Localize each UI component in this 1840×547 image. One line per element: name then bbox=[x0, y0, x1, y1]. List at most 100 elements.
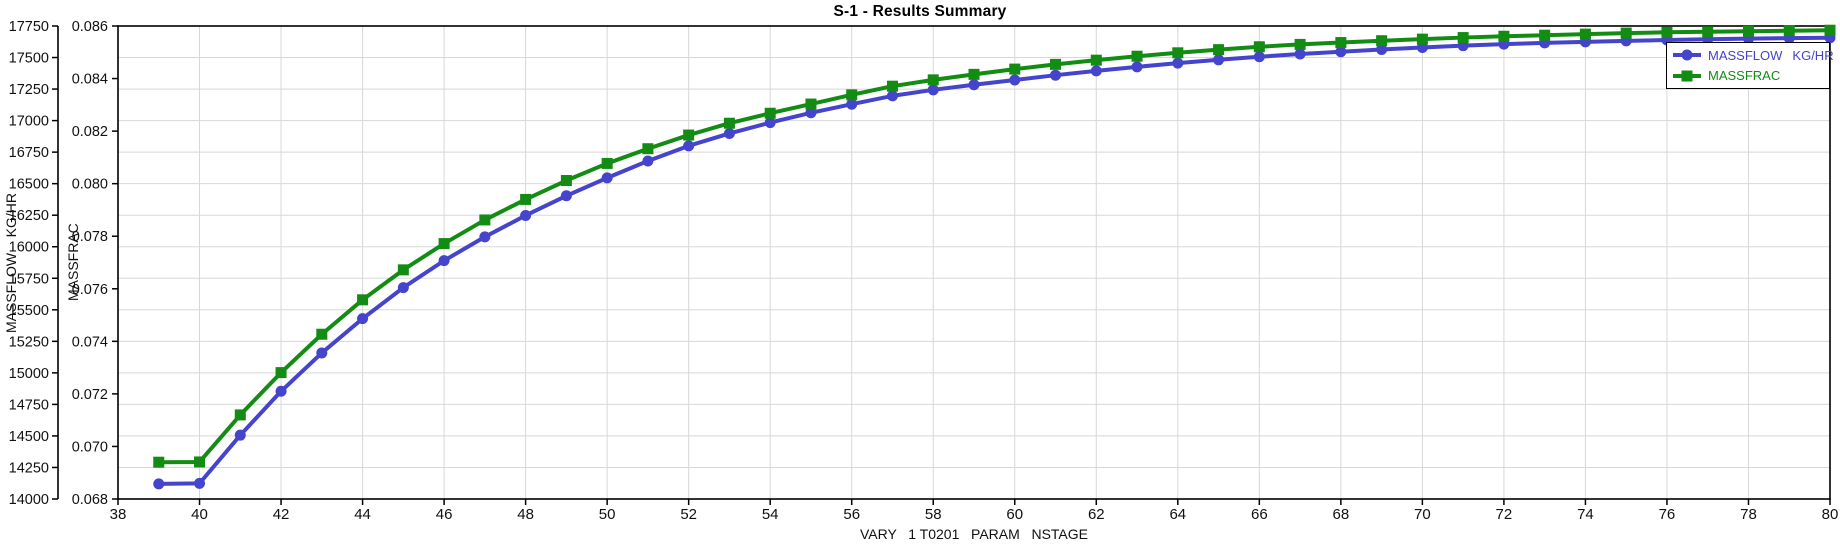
data-point-massfrac bbox=[723, 117, 735, 129]
data-point-massfrac bbox=[1498, 30, 1510, 42]
data-point-massfrac bbox=[1579, 28, 1591, 40]
massflow-tick-label: 17750 bbox=[9, 19, 49, 35]
data-point-massflow bbox=[1172, 57, 1184, 69]
data-point-massfrac bbox=[153, 456, 165, 468]
data-point-massfrac bbox=[438, 238, 450, 250]
x-tick-label: 80 bbox=[1822, 506, 1839, 523]
data-point-massfrac bbox=[1294, 38, 1306, 50]
data-point-massflow bbox=[479, 231, 491, 243]
data-point-massfrac bbox=[357, 294, 369, 306]
data-point-massfrac bbox=[479, 214, 491, 226]
data-point-massfrac bbox=[1213, 44, 1225, 56]
data-point-massfrac bbox=[1783, 25, 1795, 37]
legend-item-massflow: MASSFLOW KG/HR bbox=[1672, 48, 1834, 63]
x-tick-label: 46 bbox=[436, 506, 453, 523]
data-point-massflow bbox=[805, 107, 817, 119]
x-tick-label: 38 bbox=[110, 506, 127, 523]
data-point-massflow bbox=[927, 84, 939, 96]
data-point-massfrac bbox=[805, 98, 817, 110]
data-point-massfrac bbox=[1090, 54, 1102, 66]
y-axis-title-massflow: MASSFLOW KG/HR bbox=[3, 192, 19, 333]
data-point-massfrac bbox=[194, 456, 206, 468]
data-point-massflow bbox=[968, 79, 980, 91]
data-point-massfrac bbox=[1131, 50, 1143, 62]
data-point-massfrac bbox=[1376, 35, 1388, 47]
data-point-massfrac bbox=[1335, 37, 1347, 49]
data-point-massflow bbox=[234, 429, 246, 441]
data-point-massfrac bbox=[397, 264, 409, 276]
data-point-massfrac bbox=[1702, 26, 1714, 38]
massflow-tick-label: 16000 bbox=[9, 240, 49, 256]
x-tick-label: 68 bbox=[1333, 506, 1350, 523]
legend: MASSFLOW KG/HR MASSFRAC bbox=[1666, 42, 1834, 89]
x-tick-label: 62 bbox=[1088, 506, 1105, 523]
data-point-massflow bbox=[1213, 54, 1225, 66]
data-point-massflow bbox=[1416, 41, 1428, 53]
data-point-massflow bbox=[520, 209, 532, 221]
x-tick-label: 72 bbox=[1496, 506, 1513, 523]
massflow-tick-label: 16750 bbox=[9, 145, 49, 161]
series-line-massfrac bbox=[156, 28, 1832, 465]
chart-title: S-1 - Results Summary bbox=[833, 3, 1007, 20]
x-tick-label: 40 bbox=[191, 506, 208, 523]
data-point-massflow bbox=[601, 172, 613, 184]
massfrac-tick-label: 0.074 bbox=[72, 334, 108, 350]
data-point-massfrac bbox=[316, 328, 328, 340]
series-line-massflow bbox=[156, 35, 1832, 486]
data-point-massflow bbox=[438, 255, 450, 267]
data-point-massflow bbox=[886, 90, 898, 102]
data-point-massfrac bbox=[234, 409, 246, 421]
data-point-massfrac bbox=[1457, 32, 1469, 44]
data-point-massflow bbox=[723, 127, 735, 139]
massfrac-tick-label: 0.070 bbox=[72, 439, 108, 455]
massflow-tick-label: 16500 bbox=[9, 177, 49, 193]
massflow-tick-label: 17500 bbox=[9, 51, 49, 67]
x-tick-label: 76 bbox=[1659, 506, 1676, 523]
data-point-massflow bbox=[153, 478, 165, 490]
x-axis-title: VARY 1 T0201 PARAM NSTAGE bbox=[860, 526, 1088, 542]
data-point-massfrac bbox=[560, 175, 572, 187]
data-point-massflow bbox=[846, 98, 858, 110]
data-point-massflow bbox=[683, 140, 695, 152]
data-point-massfrac bbox=[1009, 63, 1021, 75]
x-tick-label: 66 bbox=[1251, 506, 1268, 523]
massflow-tick-label: 15250 bbox=[9, 334, 49, 350]
data-point-massflow bbox=[194, 477, 206, 489]
data-point-massfrac bbox=[275, 367, 287, 379]
data-point-massfrac bbox=[764, 107, 776, 119]
data-point-massflow bbox=[275, 385, 287, 397]
massflow-tick-label: 16250 bbox=[9, 208, 49, 224]
data-point-massflow bbox=[1253, 51, 1265, 63]
data-point-massfrac bbox=[886, 80, 898, 92]
x-tick-label: 58 bbox=[925, 506, 942, 523]
data-point-massfrac bbox=[683, 129, 695, 141]
massflow-tick-label: 17250 bbox=[9, 82, 49, 98]
x-tick-label: 74 bbox=[1577, 506, 1594, 523]
massflow-tick-label: 14500 bbox=[9, 429, 49, 445]
massfrac-tick-label: 0.068 bbox=[72, 492, 108, 508]
x-tick-label: 50 bbox=[599, 506, 616, 523]
massfrac-tick-label: 0.080 bbox=[72, 177, 108, 193]
data-point-massflow bbox=[1294, 48, 1306, 60]
x-tick-label: 60 bbox=[1006, 506, 1023, 523]
massflow-marker-icon bbox=[1673, 49, 1701, 61]
data-point-massfrac bbox=[1253, 41, 1265, 53]
data-point-massfrac bbox=[1661, 26, 1673, 38]
massfrac-tick-label: 0.082 bbox=[72, 124, 108, 140]
x-tick-label: 54 bbox=[762, 506, 779, 523]
massflow-tick-label: 15000 bbox=[9, 366, 49, 382]
legend-unit-massflow: KG/HR bbox=[1792, 47, 1834, 63]
x-tick-label: 70 bbox=[1414, 506, 1431, 523]
massflow-tick-label: 14750 bbox=[9, 397, 49, 413]
legend-label-massfrac: MASSFRAC bbox=[1708, 68, 1781, 84]
massfrac-tick-label: 0.076 bbox=[72, 282, 108, 298]
data-point-massflow bbox=[1090, 65, 1102, 77]
data-point-massfrac bbox=[601, 157, 613, 169]
data-point-massflow bbox=[316, 347, 328, 359]
data-point-massfrac bbox=[846, 89, 858, 101]
data-point-massflow bbox=[357, 313, 369, 325]
data-point-massflow bbox=[560, 190, 572, 202]
data-point-massflow bbox=[1009, 74, 1021, 86]
massflow-tick-label: 14250 bbox=[9, 460, 49, 476]
